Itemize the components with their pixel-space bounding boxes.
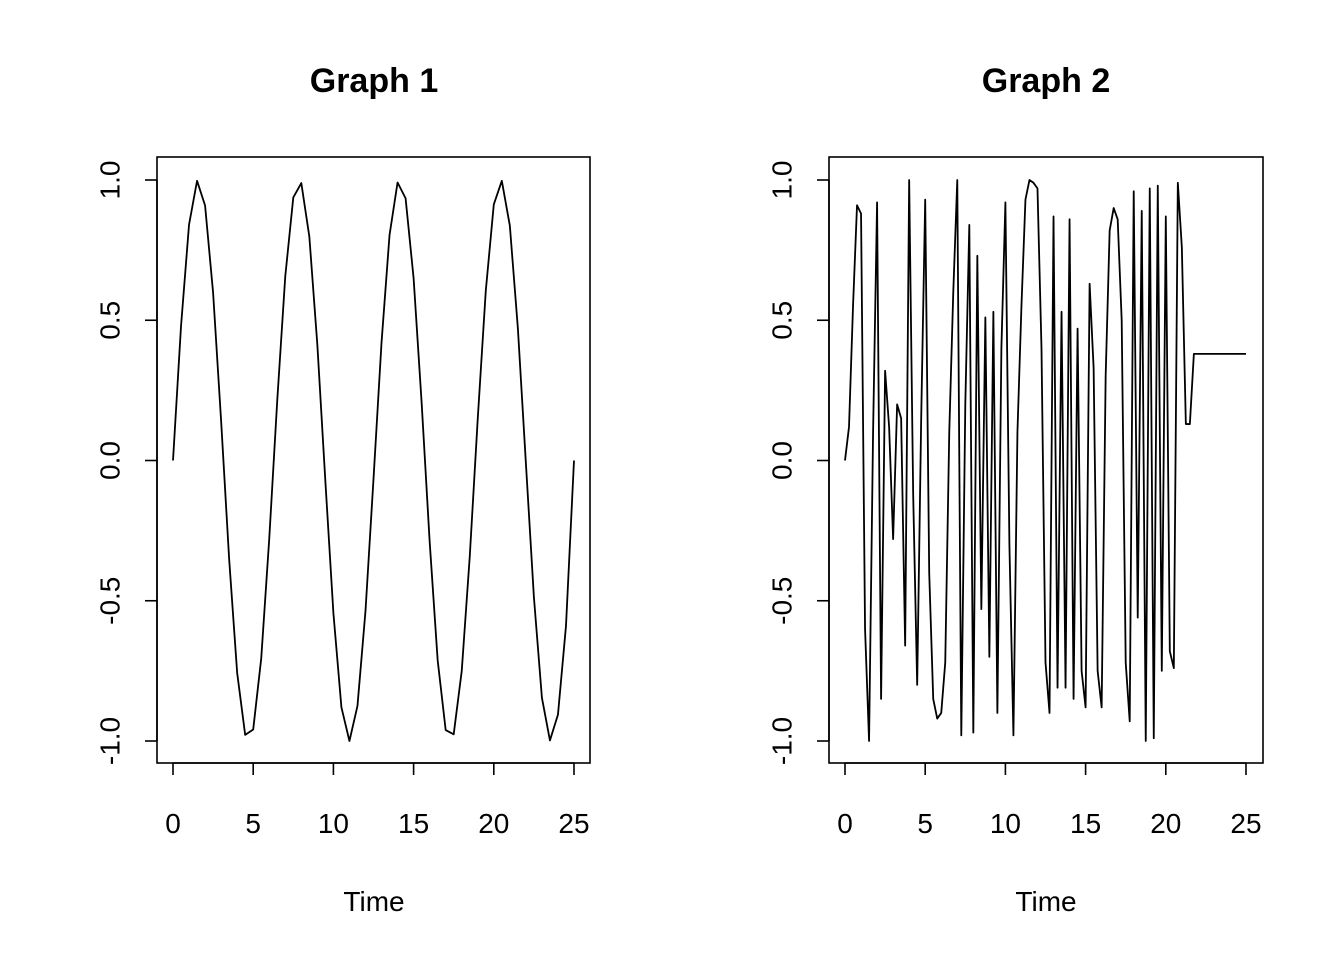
x-tick-label: 0 <box>837 808 853 839</box>
x-tick-label: 10 <box>318 808 349 839</box>
y-tick-label: 1.0 <box>95 161 126 200</box>
x-axis-2: 0 5 10 15 20 25 <box>837 762 1262 839</box>
y-tick-label: -0.5 <box>95 577 126 625</box>
y-tick-label: 0.5 <box>95 301 126 340</box>
chart-panel-1: Graph 1 0 5 10 15 20 25 -1.0 -0.5 0.0 0.5 1.0 Tim… <box>95 62 591 917</box>
y-tick-label: -1.0 <box>767 717 798 765</box>
series-line <box>844 179 1246 742</box>
x-tick-label: 25 <box>1230 808 1261 839</box>
x-tick-label: 15 <box>1070 808 1101 839</box>
y-axis-1: -1.0 -0.5 0.0 0.5 1.0 <box>95 161 158 765</box>
y-tick-label: 0.0 <box>95 441 126 480</box>
y-tick-label: -1.0 <box>95 717 126 765</box>
series-line <box>172 179 575 742</box>
x-tick-label: 25 <box>558 808 589 839</box>
y-axis-2: -1.0 -0.5 0.0 0.5 1.0 <box>767 161 830 765</box>
x-axis-1: 0 5 10 15 20 25 <box>165 762 590 839</box>
chart-panel-2: Graph 2 0 5 10 15 20 25 -1.0 -0.5 0.0 0.5 1.0 Tim… <box>767 62 1264 917</box>
x-tick-label: 15 <box>398 808 429 839</box>
chart-title-2: Graph 2 <box>982 62 1110 100</box>
series-group-2 <box>844 179 1246 742</box>
y-tick-label: 0.0 <box>767 441 798 480</box>
x-tick-label: 5 <box>917 808 933 839</box>
x-axis-label-2: Time <box>1015 886 1076 917</box>
y-tick-label: 1.0 <box>767 161 798 200</box>
chart-title-1: Graph 1 <box>310 62 438 100</box>
x-tick-label: 5 <box>245 808 261 839</box>
x-tick-label: 0 <box>165 808 181 839</box>
x-tick-label: 20 <box>1150 808 1181 839</box>
y-tick-label: -0.5 <box>767 577 798 625</box>
series-group-1 <box>172 179 575 742</box>
x-tick-label: 20 <box>478 808 509 839</box>
x-axis-label-1: Time <box>343 886 404 917</box>
x-tick-label: 10 <box>990 808 1021 839</box>
y-tick-label: 0.5 <box>767 301 798 340</box>
